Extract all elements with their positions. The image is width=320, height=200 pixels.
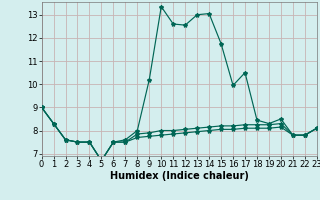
X-axis label: Humidex (Indice chaleur): Humidex (Indice chaleur) (110, 171, 249, 181)
